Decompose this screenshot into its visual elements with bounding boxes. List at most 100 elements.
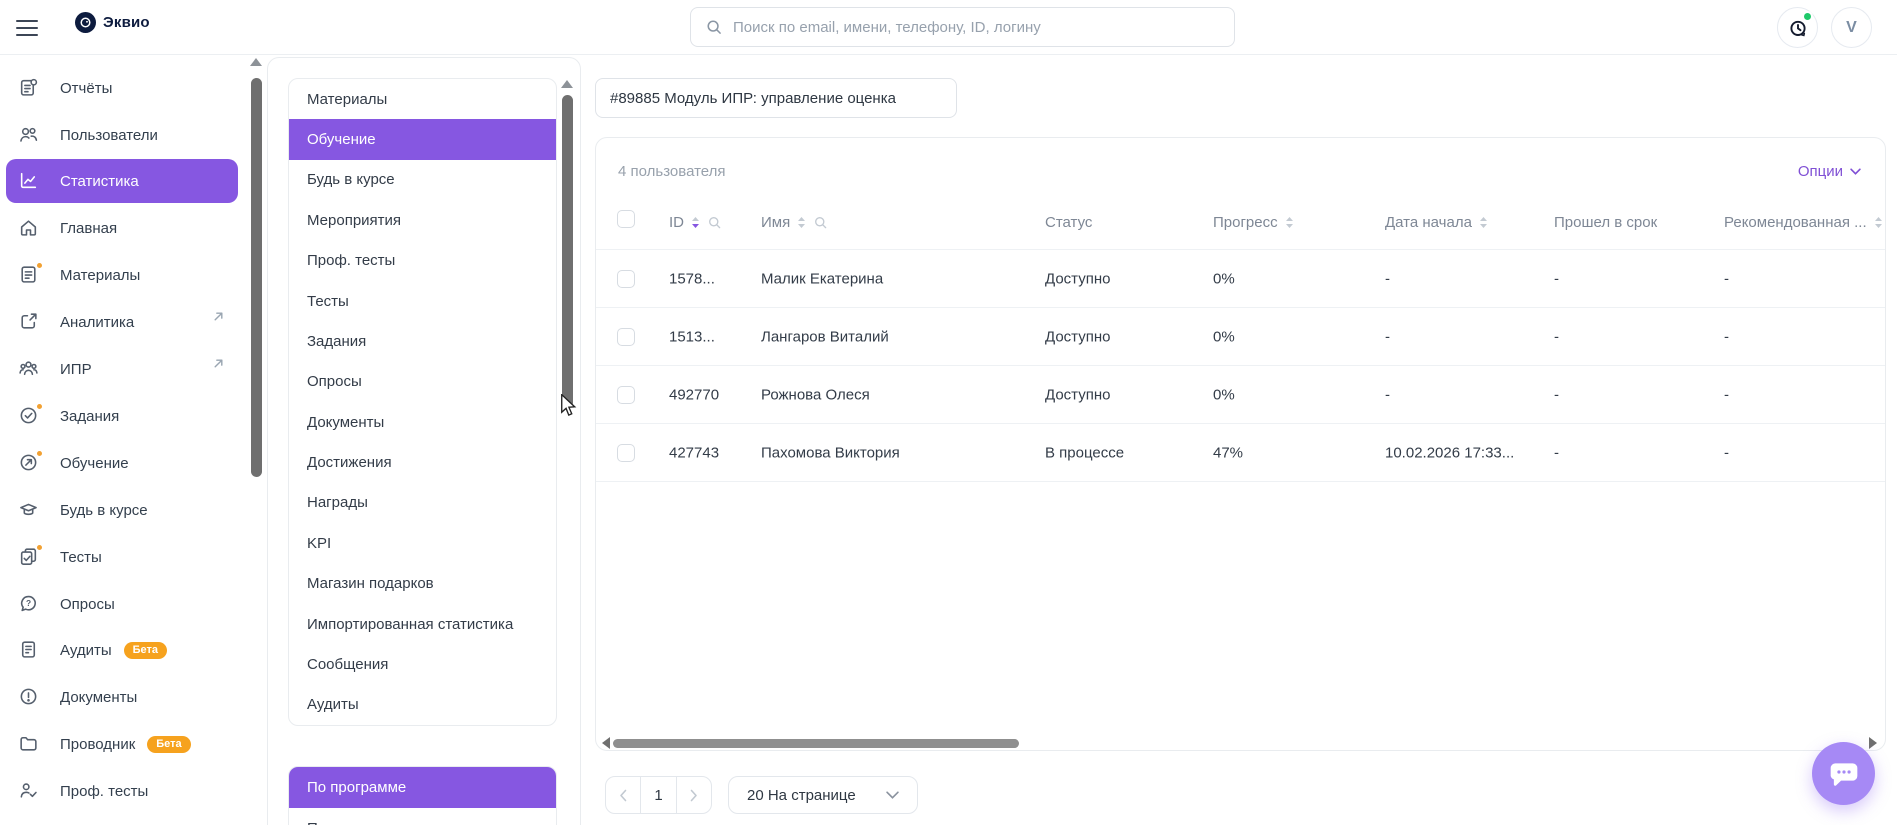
chevron-down-icon (886, 791, 899, 799)
section-item-achievements[interactable]: Достижения (307, 454, 392, 472)
page-size-select[interactable]: 20 На странице (728, 776, 918, 814)
cell-recommended: - (1724, 328, 1729, 345)
section-item-kpi[interactable]: KPI (307, 534, 332, 552)
cell-name: Лангаров Виталий (761, 328, 889, 345)
sidebar-item-documents[interactable]: Документы (6, 675, 238, 719)
table-row[interactable]: 427743 Пахомова Виктория В процессе 47% … (596, 424, 1885, 482)
column-header-progress[interactable]: Прогресс (1213, 214, 1278, 231)
row-checkbox[interactable] (617, 385, 635, 404)
row-checkbox[interactable] (617, 269, 635, 288)
sort-icon-active-desc[interactable] (691, 216, 700, 229)
cell-recommended: - (1724, 444, 1729, 461)
mode-item-by-multiple-programs[interactable]: По нескольким программам (289, 808, 556, 825)
section-item-stay-tuned[interactable]: Будь в курсе (307, 171, 395, 189)
sidebar-scrollbar-thumb[interactable] (251, 78, 262, 477)
cell-id: 492770 (669, 386, 720, 403)
sidebar-item-label: Проф. тесты (60, 782, 149, 800)
row-checkbox[interactable] (617, 327, 635, 346)
sidebar-item-stay-tuned[interactable]: Будь в курсе (6, 488, 238, 532)
hscroll-right-arrow[interactable] (1869, 737, 1877, 749)
next-page-button[interactable] (677, 777, 711, 813)
section-item-training[interactable]: Обучение (289, 119, 556, 160)
section-item-tests[interactable]: Тесты (307, 292, 349, 310)
sidebar-item-statistics[interactable]: Статистика (6, 159, 238, 203)
global-search (690, 7, 1235, 47)
section-item-tasks[interactable]: Задания (307, 332, 367, 350)
section-item-audits[interactable]: Аудиты (307, 696, 359, 714)
sidebar-item-ipr[interactable]: ИПР (6, 347, 238, 391)
prev-page-button[interactable] (606, 777, 640, 813)
sidebar-item-materials[interactable]: Материалы (6, 253, 238, 297)
cell-name: Малик Екатерина (761, 270, 884, 287)
select-all-checkbox[interactable] (617, 210, 635, 228)
table-row[interactable]: 1513... Лангаров Виталий Доступно 0% - -… (596, 308, 1885, 366)
course-filter-value: #89885 Модуль ИПР: управление оценка (610, 89, 896, 107)
cell-id: 1578... (669, 270, 715, 287)
cell-recommended: - (1724, 270, 1729, 287)
column-header-id[interactable]: ID (669, 214, 684, 231)
sidebar-item-audits[interactable]: Аудиты Бета (6, 628, 238, 672)
current-page[interactable]: 1 (640, 777, 677, 813)
hscroll-left-arrow[interactable] (602, 737, 610, 749)
mode-item-by-program[interactable]: По программе (289, 767, 556, 808)
app-title: Эквио (103, 14, 150, 31)
table-row[interactable]: 492770 Рожнова Олеся Доступно 0% - - - (596, 366, 1885, 424)
section-item-imported-stats[interactable]: Импортированная статистика (307, 615, 514, 633)
sidebar-item-explorer[interactable]: Проводник Бета (6, 722, 238, 766)
sort-icon[interactable] (1874, 216, 1883, 229)
sidebar-item-users[interactable]: Пользователи (6, 113, 238, 157)
users-icon (18, 124, 40, 146)
sidebar-item-tests[interactable]: Тесты (6, 535, 238, 579)
section-item-polls[interactable]: Опросы (307, 373, 362, 391)
cell-progress: 0% (1213, 328, 1235, 345)
column-search-icon[interactable] (813, 215, 828, 230)
hscroll-thumb[interactable] (613, 739, 1019, 748)
sidebar-item-polls[interactable]: ? Опросы (6, 582, 238, 626)
section-item-messages[interactable]: Сообщения (307, 655, 389, 673)
cell-status: Доступно (1045, 328, 1111, 345)
avatar[interactable]: V (1831, 7, 1872, 48)
support-chat-button[interactable] (1812, 742, 1875, 805)
search-input[interactable] (733, 18, 1220, 36)
sidebar-item-home[interactable]: Главная (6, 206, 238, 250)
column-header-recommended[interactable]: Рекомендованная ... (1724, 214, 1867, 231)
stats-icon (18, 170, 40, 192)
section-item-prof-tests[interactable]: Проф. тесты (307, 252, 396, 270)
column-search-icon[interactable] (707, 215, 722, 230)
section-item-events[interactable]: Мероприятия (307, 211, 402, 229)
cell-start-date: - (1385, 328, 1390, 345)
chat-bubble-icon (1830, 762, 1857, 786)
sort-icon[interactable] (1479, 216, 1488, 229)
sort-icon[interactable] (1285, 216, 1294, 229)
panel-scrollbar-thumb[interactable] (562, 95, 573, 408)
menu-toggle-button[interactable] (16, 20, 38, 36)
section-item-awards[interactable]: Награды (307, 494, 368, 512)
sidebar-item-label: Тесты (60, 548, 102, 566)
sidebar-item-training[interactable]: Обучение (6, 441, 238, 485)
cell-passed-on-time: - (1554, 270, 1559, 287)
section-item-materials[interactable]: Материалы (307, 90, 388, 108)
sidebar-item-analytics[interactable]: Аналитика (6, 300, 238, 344)
section-item-documents[interactable]: Документы (307, 413, 385, 431)
scroll-up-arrow[interactable] (561, 80, 573, 88)
column-header-start-date[interactable]: Дата начала (1385, 214, 1472, 231)
row-checkbox[interactable] (617, 443, 635, 462)
column-header-status[interactable]: Статус (1045, 214, 1093, 231)
history-button[interactable] (1777, 7, 1818, 48)
scroll-up-arrow[interactable] (250, 58, 262, 66)
options-dropdown[interactable]: Опции (1798, 163, 1861, 180)
sidebar-item-reports[interactable]: Отчёты (6, 66, 238, 110)
sidebar-item-label: Статистика (60, 172, 139, 190)
report-icon (18, 77, 40, 99)
course-filter-select[interactable]: #89885 Модуль ИПР: управление оценка (595, 78, 957, 118)
table-row[interactable]: 1578... Малик Екатерина Доступно 0% - - … (596, 250, 1885, 308)
app-logo[interactable]: Эквио (75, 12, 150, 33)
sidebar-item-tasks[interactable]: Задания (6, 394, 238, 438)
sidebar-item-prof-tests[interactable]: Проф. тесты (6, 769, 238, 813)
history-clock-icon (1789, 20, 1806, 36)
column-header-passed-on-time[interactable]: Прошел в срок (1554, 214, 1658, 231)
column-header-name[interactable]: Имя (761, 214, 791, 231)
sort-icon[interactable] (797, 216, 806, 229)
section-item-gift-shop[interactable]: Магазин подарков (307, 575, 434, 593)
